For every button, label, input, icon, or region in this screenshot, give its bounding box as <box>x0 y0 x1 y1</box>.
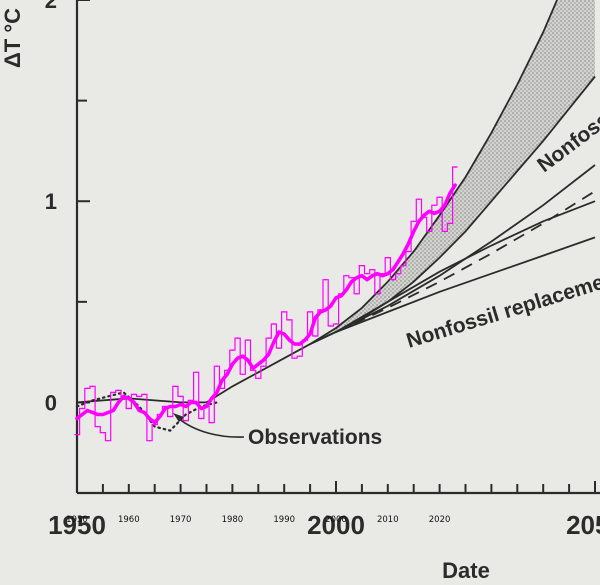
axes: 0121950200020501950196019701980199020002… <box>45 0 600 540</box>
annual-point <box>293 357 296 359</box>
annual-point <box>366 272 368 275</box>
y-axis-title: ΔT °C <box>0 8 25 68</box>
annual-point <box>148 439 151 442</box>
annual-point <box>257 377 260 380</box>
x-axis-title: Date <box>442 558 490 583</box>
annual-point <box>174 385 177 388</box>
annual-point <box>221 387 223 390</box>
series-line-2 <box>76 200 596 404</box>
series-line-6 <box>335 190 596 333</box>
x-overlay-tick-label: 1970 <box>170 515 192 525</box>
annual-point <box>402 264 405 267</box>
x-overlay-tick-label: 1950 <box>66 515 88 525</box>
x-overlay-tick-label: 2000 <box>325 515 347 525</box>
annual-point <box>81 407 83 410</box>
band-fill <box>310 0 595 345</box>
annual-point <box>86 387 89 390</box>
annual-point <box>350 276 353 279</box>
x-overlay-tick-label: 1990 <box>273 515 295 525</box>
annual-point <box>216 365 218 368</box>
annual-point <box>76 433 78 436</box>
x-tick-label: 2050 <box>566 510 600 540</box>
annual-point <box>392 278 394 281</box>
annual-point <box>200 417 203 420</box>
annual-point <box>112 391 115 394</box>
y-axis-title-group: ΔT °C <box>0 8 25 68</box>
annual-point <box>278 347 280 349</box>
x-overlay-tick-label: 2020 <box>429 515 451 525</box>
annual-point <box>412 220 415 223</box>
annual-point <box>449 222 451 225</box>
annual-point <box>371 268 374 271</box>
annual-point <box>355 292 358 295</box>
observation-series <box>74 166 458 442</box>
annual-point <box>324 278 327 281</box>
annual-point <box>236 337 239 339</box>
annual-point <box>179 395 182 398</box>
annual-point <box>376 292 379 295</box>
annual-point <box>454 166 456 168</box>
annual-point <box>361 264 363 267</box>
annual-point <box>397 272 399 275</box>
annual-point <box>418 198 420 201</box>
annual-point <box>267 337 270 339</box>
annual-point <box>138 395 140 398</box>
annual-point <box>298 355 301 357</box>
annual-point <box>330 325 332 327</box>
annual-point <box>184 419 187 422</box>
x-tick-label: 2000 <box>307 510 365 540</box>
annual-point <box>102 431 104 434</box>
observations-pointer <box>177 417 245 438</box>
annual-point <box>283 311 286 313</box>
annual-point <box>335 323 337 325</box>
annual-point <box>133 393 135 396</box>
annual-point <box>443 230 446 233</box>
annual-point <box>273 323 275 325</box>
annual-point <box>128 407 130 410</box>
series-line-5 <box>335 164 596 333</box>
annual-point <box>288 319 291 321</box>
x-overlay-tick-label: 2010 <box>377 515 399 525</box>
annual-point <box>143 393 146 396</box>
observations-pointer-head <box>173 413 184 422</box>
annual-point <box>345 274 348 277</box>
scenario-lines <box>75 0 596 432</box>
annual-point <box>387 256 389 259</box>
observations-annotation: Observations <box>248 426 382 449</box>
annual-point <box>107 439 109 442</box>
annual-point <box>438 196 441 198</box>
annual-point <box>241 373 244 376</box>
five-year-mean-line <box>75 183 457 425</box>
annual-point <box>231 349 234 351</box>
x-overlay-tick-label: 1980 <box>222 515 244 525</box>
x-overlay-tick-label: 1960 <box>118 515 140 525</box>
series-line-7 <box>335 236 596 333</box>
annual-point <box>262 365 265 368</box>
annual-point <box>433 204 436 207</box>
y-tick-label: 1 <box>45 189 57 214</box>
annual-point <box>428 230 431 233</box>
annual-point <box>117 389 120 392</box>
annual-point <box>247 339 249 341</box>
scenario-band <box>310 0 595 345</box>
annual-point <box>407 250 410 253</box>
annual-point <box>96 425 99 428</box>
annual-point <box>210 421 213 424</box>
annual-point <box>91 385 94 388</box>
annual-point <box>314 335 317 337</box>
annual-point <box>169 415 172 418</box>
y-tick-label: 2 <box>45 0 57 13</box>
y-tick-label: 0 <box>45 390 57 415</box>
annual-point <box>195 371 197 374</box>
x-tick-label: 1950 <box>48 510 106 540</box>
annual-point <box>309 311 311 313</box>
